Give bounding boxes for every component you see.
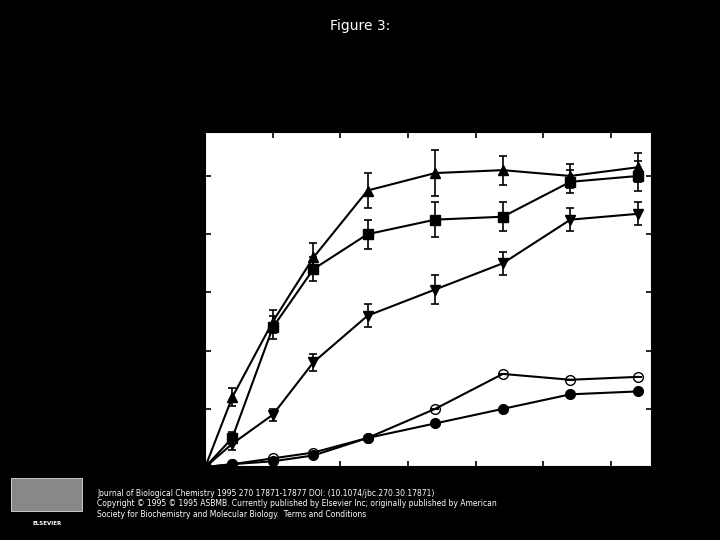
- Y-axis label: Plasmin (% maximum): Plasmin (% maximum): [150, 195, 168, 404]
- Text: ELSEVIER: ELSEVIER: [32, 521, 61, 526]
- Text: Figure 3:: Figure 3:: [330, 19, 390, 33]
- Bar: [12, 478, 82, 511]
- X-axis label: Time (minutes): Time (minutes): [357, 491, 500, 510]
- Text: Society for Biochemistry and Molecular Biology.  Terms and Conditions: Society for Biochemistry and Molecular B…: [97, 510, 366, 519]
- Text: Journal of Biological Chemistry 1995 270 17871-17877 DOI: (10.1074/jbc.270.30.17: Journal of Biological Chemistry 1995 270…: [97, 489, 435, 498]
- Text: Copyright © 1995 © 1995 ASBMB. Currently published by Elsevier Inc; originally p: Copyright © 1995 © 1995 ASBMB. Currently…: [97, 500, 497, 509]
